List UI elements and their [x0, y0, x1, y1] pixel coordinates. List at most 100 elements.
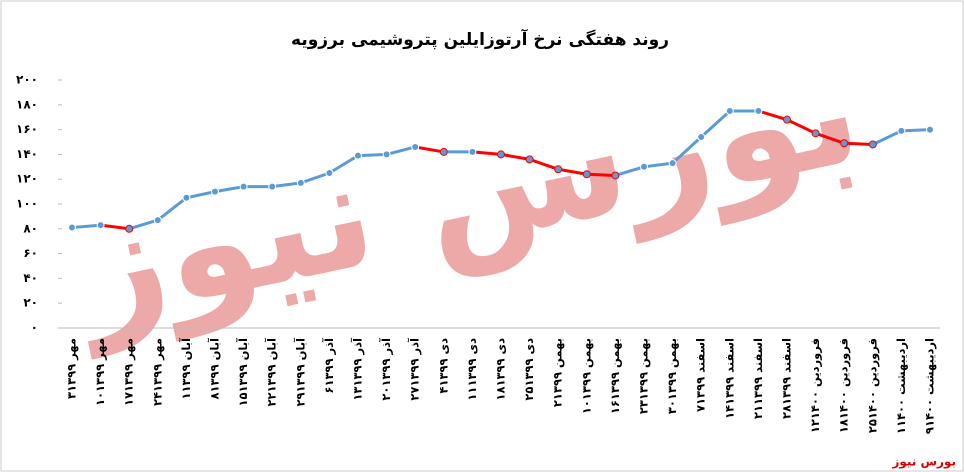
- point: [325, 169, 334, 177]
- line-segment: [844, 141, 873, 146]
- line-segment: [300, 171, 330, 185]
- line-segment: [786, 118, 817, 135]
- x-tick-label: ۲بهمن ۱۳۹۹: [551, 338, 565, 407]
- point: [497, 150, 505, 159]
- line-segment: [186, 190, 216, 200]
- line-segment: [815, 131, 845, 145]
- x-tick-label: ۲۵فروردین ۱۴۰۰: [865, 338, 880, 433]
- x-tick-label: ۲۰آذر ۱۳۹۹: [379, 337, 393, 401]
- chart-title: روند هفتگی نرخ آرتوزایلین پتروشیمی برزوی…: [291, 28, 669, 50]
- line-segment: [500, 152, 530, 161]
- point: [239, 182, 248, 191]
- x-tick-label: ۱۰بهمن ۱۳۹۹: [579, 338, 593, 414]
- point: [182, 193, 191, 202]
- line-segment: [614, 165, 645, 177]
- line-segment: [671, 135, 703, 165]
- x-tick-label: ۹اردیبهشت ۱۴۰۰: [923, 338, 937, 434]
- x-tick-label: ۸آبان ۱۳۹۹: [208, 337, 222, 400]
- line-segment: [757, 109, 788, 122]
- x-tick-label: ۶آذر ۱۳۹۹: [322, 337, 336, 394]
- x-tick-label: ۲۹آبان ۱۳۹۹: [293, 337, 307, 407]
- point: [96, 221, 105, 230]
- x-tick-label: ۲۴مهر ۱۳۹۹: [150, 338, 164, 406]
- x-tick-label: ۲۵دی ۱۳۹۹: [522, 338, 536, 401]
- x-tick-label: ۱۲فروردین ۱۴۰۰: [808, 338, 823, 433]
- x-tick-label: ۱۵آبان ۱۳۹۹: [236, 337, 250, 407]
- point: [525, 155, 534, 164]
- line-segment: [328, 154, 359, 175]
- x-tick-label: ۱۱دی ۱۳۹۹: [465, 338, 479, 401]
- point: [153, 216, 162, 225]
- line-segment: [214, 185, 244, 194]
- line-segment: [472, 150, 502, 156]
- line-segment: [586, 172, 616, 177]
- line-segment: [901, 128, 931, 133]
- x-tick-label: ۲۲آبان ۱۳۹۹: [265, 337, 279, 407]
- line-segment: [357, 152, 387, 158]
- line-segment: [872, 129, 903, 146]
- x-tick-label: ۳مهر ۱۳۹۹: [65, 338, 79, 399]
- point: [296, 178, 305, 187]
- point: [754, 107, 763, 115]
- x-tick-label: ۱۸دی ۱۳۹۹: [494, 338, 508, 401]
- point: [439, 147, 448, 156]
- line-segment: [557, 167, 588, 176]
- point: [554, 165, 563, 174]
- x-tick-label: ۱۳آذر ۱۳۹۹: [351, 337, 365, 401]
- y-tick-label: ۰: [31, 321, 38, 335]
- x-tick-label: ۷اسفند ۱۳۹۹: [694, 338, 708, 412]
- y-tick-label: ۸۰: [23, 221, 38, 235]
- x-tick-label: ۳۰بهمن ۱۳۹۹: [665, 338, 679, 414]
- line-segment: [71, 223, 101, 230]
- x-tick-label: ۱۰مهر ۱۳۹۹: [93, 338, 107, 406]
- x-tick-label: ۱۸فروردین ۱۴۰۰: [837, 338, 852, 433]
- y-tick-label: ۲۰۰: [16, 73, 38, 87]
- point: [840, 139, 849, 148]
- point: [725, 107, 734, 115]
- point: [354, 151, 362, 160]
- line-segment: [100, 223, 130, 231]
- x-tick-label: ۱۶بهمن ۱۳۹۹: [608, 338, 622, 414]
- point: [611, 171, 620, 180]
- point: [68, 223, 76, 232]
- point: [125, 224, 134, 233]
- y-tick-label: ۶۰: [23, 246, 38, 260]
- line-segment: [643, 161, 673, 169]
- source: بورس نیوز: [891, 455, 956, 470]
- point: [411, 142, 420, 151]
- point: [697, 133, 706, 142]
- point: [468, 147, 477, 156]
- line-segment: [128, 218, 159, 231]
- y-tick-label: ۱۲۰: [16, 172, 38, 186]
- x-tick-label: ۲۷آذر ۱۳۹۹: [408, 337, 422, 401]
- point: [582, 170, 591, 179]
- line-segment: [386, 145, 416, 156]
- point: [783, 115, 791, 124]
- point: [811, 129, 820, 138]
- y-tick-label: ۲۰: [23, 296, 38, 310]
- x-tick-label: ۱آبان ۱۳۹۹: [179, 337, 193, 400]
- y-tick-label: ۴۰: [23, 271, 38, 285]
- x-tick-label: ۴دی ۱۳۹۹: [436, 338, 450, 394]
- point: [382, 150, 391, 159]
- point: [668, 159, 677, 168]
- x-tick-label: ۱اردیبهشت ۱۴۰۰: [894, 338, 908, 434]
- x-tick-label: ۱۴اسفند ۱۳۹۹: [722, 338, 736, 419]
- line-segment: [700, 109, 731, 139]
- line-segment: [156, 196, 188, 222]
- x-tick-label: ۲۸اسفند ۱۳۹۹: [780, 338, 794, 419]
- x-tick-label: ۲۱اسفند ۱۳۹۹: [751, 338, 765, 419]
- point: [868, 140, 877, 149]
- point: [640, 162, 648, 171]
- y-tick-label: ۱۶۰: [16, 122, 38, 136]
- point: [268, 182, 277, 191]
- point: [897, 126, 906, 135]
- y-tick-label: ۱۰۰: [16, 197, 38, 211]
- x-tick-label: ۲۳بهمن ۱۳۹۹: [637, 338, 651, 414]
- point: [926, 125, 934, 134]
- y-tick-label: ۱۴۰: [16, 147, 38, 161]
- line-segment: [529, 157, 559, 171]
- line-segment: [414, 145, 445, 154]
